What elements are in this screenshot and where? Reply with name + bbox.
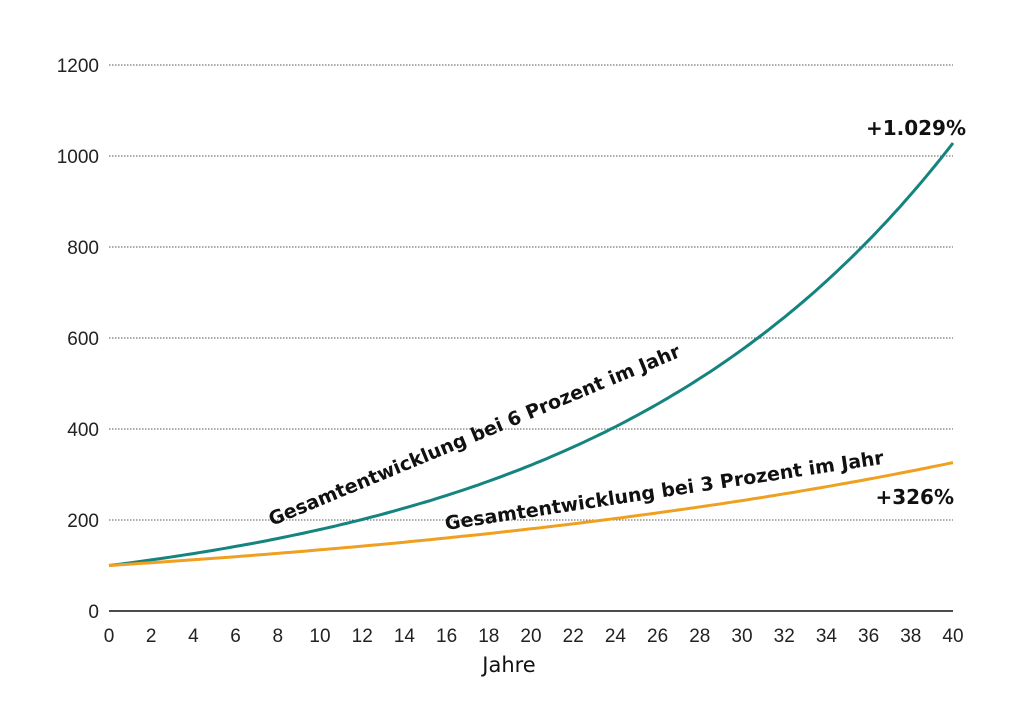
x-tick-label: 12 — [352, 626, 373, 647]
x-tick-label: 0 — [104, 626, 115, 647]
x-axis-label: Jahre — [480, 653, 535, 677]
y-tick-label: 400 — [67, 420, 99, 441]
x-tick-label: 30 — [731, 626, 752, 647]
y-tick-label: 1000 — [57, 147, 99, 168]
x-tick-label: 20 — [520, 626, 541, 647]
x-tick-label: 36 — [858, 626, 879, 647]
gridlines — [109, 64, 953, 521]
x-tick-label: 24 — [605, 626, 627, 647]
y-tick-label: 0 — [88, 602, 99, 623]
x-tick-label: 34 — [816, 626, 838, 647]
series-3-percent-line — [108, 461, 954, 567]
y-tick-label: 600 — [67, 329, 99, 350]
x-tick-label: 16 — [436, 626, 457, 647]
series-6-percent-line — [108, 142, 955, 567]
y-tick-label: 200 — [67, 511, 99, 532]
series-3-percent-end-annotation: +326% — [875, 485, 954, 509]
x-axis-ticks: 0 2 4 6 8 10 12 14 16 18 20 22 24 26 28 30 32 34 36 38 40 — [104, 626, 964, 647]
x-tick-label: 28 — [689, 626, 710, 647]
x-tick-label: 38 — [900, 626, 921, 647]
x-tick-label: 8 — [273, 626, 284, 647]
y-axis-ticks: 0 200 400 600 800 1000 1200 — [57, 56, 99, 623]
y-tick-label: 1200 — [57, 56, 99, 77]
y-tick-label: 800 — [67, 238, 99, 259]
series-3-percent-label: Gesamtentwicklung bei 3 Prozent im Jahr — [443, 447, 885, 535]
x-tick-label: 40 — [942, 626, 963, 647]
x-tick-label: 26 — [647, 626, 668, 647]
x-tick-label: 18 — [478, 626, 499, 647]
x-tick-label: 22 — [563, 626, 584, 647]
x-tick-label: 2 — [146, 626, 157, 647]
x-tick-label: 32 — [774, 626, 795, 647]
x-tick-label: 6 — [230, 626, 241, 647]
x-tick-label: 4 — [188, 626, 199, 647]
series-6-percent-end-annotation: +1.029% — [866, 116, 966, 140]
x-tick-label: 14 — [394, 626, 416, 647]
x-tick-label: 10 — [309, 626, 330, 647]
